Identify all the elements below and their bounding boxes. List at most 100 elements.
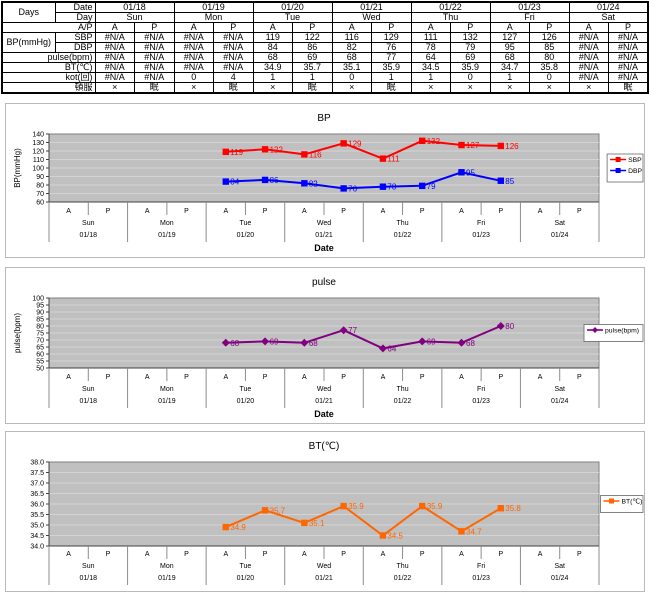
table-cell: 1 xyxy=(292,72,333,83)
data-label: 76 xyxy=(348,184,357,193)
y-tick-label: 70 xyxy=(36,338,44,345)
table-cell: × xyxy=(173,82,214,94)
date-label: 01/24 xyxy=(551,398,569,405)
table-cell: #N/A xyxy=(213,42,254,53)
data-marker xyxy=(339,326,348,335)
table-cell: 眠 xyxy=(134,82,175,94)
table-cell: 01/19 xyxy=(173,1,254,13)
legend: pulse(bpm) xyxy=(583,324,644,342)
pulse-chart-panel: pulse 50 55 60 65 70 75 80 85 90 95 100 A P A P A P A P A P A P… xyxy=(5,267,645,424)
table-cell: #N/A xyxy=(134,72,175,83)
series-SBP: 119 122 116 129 111 132 127 126 xyxy=(222,137,519,164)
date-label: 01/22 xyxy=(394,232,412,239)
table-cell: P xyxy=(371,22,412,33)
table-row: BT(℃) #N/A #N/A #N/A #N/A 34.9 35.7 35.1 35.9 34.… xyxy=(1,62,649,73)
day-label: Tue xyxy=(240,220,252,227)
table-cell: Date xyxy=(54,1,96,13)
data-marker xyxy=(379,155,387,162)
table-cell: × xyxy=(252,82,293,94)
table-cell: DBP xyxy=(54,42,96,53)
day-label: Wed xyxy=(317,563,331,570)
legend-box xyxy=(606,153,644,183)
table-cell: A xyxy=(331,22,372,33)
ap-label: P xyxy=(420,208,425,215)
series-line xyxy=(225,171,502,190)
table-cell: #N/A xyxy=(173,52,214,63)
data-label: 35.1 xyxy=(309,519,325,528)
table-cell: 眠 xyxy=(371,82,412,94)
series-line xyxy=(225,139,501,160)
data-marker xyxy=(261,337,270,346)
table-cell: Days xyxy=(1,1,56,23)
y-tick-label: 37.5 xyxy=(30,470,44,477)
day-label: Sun xyxy=(82,220,95,227)
day-label: Fri xyxy=(477,386,486,393)
data-label: 64 xyxy=(387,344,396,353)
data-label: 127 xyxy=(466,141,480,150)
data-label: 82 xyxy=(309,179,318,188)
vitals-table: Days Date 01/18 01/19 01/20 01/21 01/22 01/23 01… xyxy=(1,1,649,94)
y-tick-label: 120 xyxy=(32,149,44,156)
date-label: 01/24 xyxy=(551,232,569,239)
table-cell: 69 xyxy=(292,52,333,63)
data-marker xyxy=(301,180,308,187)
table-cell: A xyxy=(173,22,214,33)
ap-label: A xyxy=(223,374,228,381)
y-tick-label: 130 xyxy=(32,140,44,147)
data-marker xyxy=(222,178,229,185)
day-label: Mon xyxy=(160,220,174,227)
table-cell: 01/24 xyxy=(568,1,649,13)
ap-label: A xyxy=(381,551,386,558)
table-cell: 眠 xyxy=(292,82,333,94)
date-label: 01/22 xyxy=(394,575,412,582)
table-cell: 頓服 xyxy=(1,82,96,94)
table-cell: P xyxy=(529,22,570,33)
ap-label: P xyxy=(577,551,582,558)
date-label: 01/24 xyxy=(551,575,569,582)
legend: SBP DBP xyxy=(606,153,644,183)
table-row: pulse(bpm) #N/A #N/A #N/A #N/A 68 69 68 77 64 69 68… xyxy=(1,52,649,63)
day-label: Thu xyxy=(397,563,409,570)
table-cell: 86 xyxy=(292,42,333,53)
date-label: 01/19 xyxy=(158,575,176,582)
date-label: 01/19 xyxy=(158,398,176,405)
y-axis-title: pulse(bpm) xyxy=(13,313,22,353)
legend-marker xyxy=(609,498,614,504)
table-cell: Mon xyxy=(173,12,254,23)
table-cell: 68 xyxy=(331,52,372,63)
table-cell: 85 xyxy=(529,42,570,53)
date-label: 01/21 xyxy=(315,398,333,405)
table-cell: 79 xyxy=(450,42,491,53)
y-tick-label: 100 xyxy=(32,296,44,303)
table-cell: #N/A xyxy=(94,62,135,73)
data-marker xyxy=(221,338,230,347)
y-tick-label: 65 xyxy=(36,345,44,352)
data-label: 126 xyxy=(505,142,519,151)
table-cell: Fri xyxy=(489,12,570,23)
table-cell: 122 xyxy=(292,32,333,43)
data-label: 34.7 xyxy=(466,527,482,536)
table-cell: 116 xyxy=(331,32,372,43)
table-row: Days Date 01/18 01/19 01/20 01/21 01/22 01/23 01… xyxy=(1,1,649,23)
table-cell: 1 xyxy=(410,72,451,83)
series-line xyxy=(225,504,502,537)
data-label: 122 xyxy=(270,145,284,154)
date-label: 01/22 xyxy=(394,398,412,405)
data-label: 35.9 xyxy=(427,502,443,511)
table-cell: 01/21 xyxy=(331,1,412,13)
ap-label: P xyxy=(184,208,189,215)
plot-area xyxy=(48,461,600,547)
chart-title: BT(℃) xyxy=(309,441,340,452)
table-cell: #N/A xyxy=(173,62,214,73)
table-cell: × xyxy=(410,82,451,94)
legend-marker xyxy=(592,327,598,333)
table-cell: P xyxy=(450,22,491,33)
data-marker xyxy=(261,176,269,184)
table-cell: 01/20 xyxy=(252,1,333,13)
table-cell: A xyxy=(489,22,530,33)
plot-area xyxy=(48,133,600,203)
table-row: kot(回) #N/A #N/A 0 4 1 1 0 1 1 0 1 0 #N/A #N/A xyxy=(1,72,649,83)
day-label: Wed xyxy=(317,220,331,227)
